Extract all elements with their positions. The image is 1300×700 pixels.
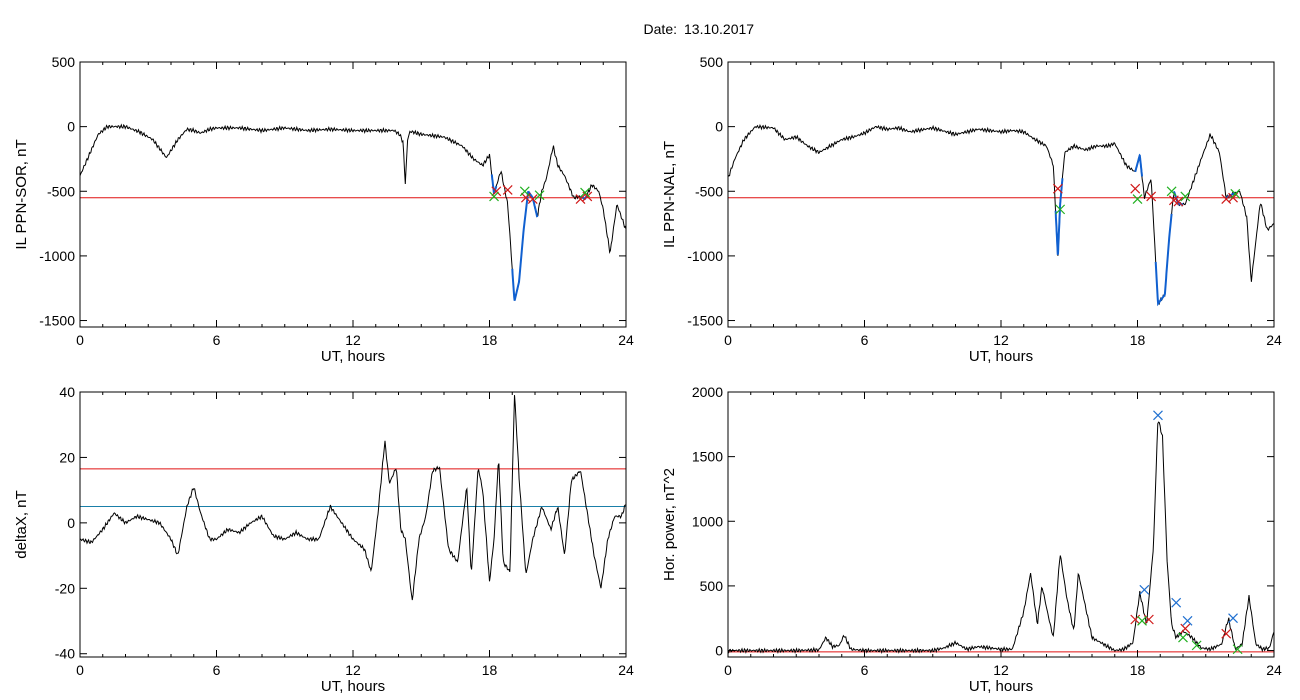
- marker-red: [1221, 628, 1232, 639]
- x-tick-label: 6: [213, 332, 221, 348]
- x-tick-label: 24: [618, 662, 634, 678]
- date-value: 13.10.2017: [684, 21, 754, 37]
- y-axis-label: IL PPN-NAL, nT: [661, 141, 678, 248]
- y-axis-label: Hor. power, nT^2: [661, 468, 678, 581]
- marker-blue: [1139, 584, 1150, 595]
- x-axis-label: UT, hours: [321, 678, 385, 695]
- marker-red: [491, 186, 502, 197]
- y-tick-label: 0: [715, 643, 723, 659]
- marker-green: [519, 186, 530, 197]
- y-axis-label: IL PPN-SOR, nT: [13, 139, 30, 249]
- series-line: [728, 421, 1274, 655]
- y-tick-label: 500: [52, 54, 76, 70]
- y-tick-label: -500: [47, 183, 75, 199]
- marker-green: [1230, 188, 1241, 199]
- x-tick-label: 0: [76, 332, 84, 348]
- marker-green: [489, 191, 499, 202]
- y-tick-label: 2000: [692, 384, 723, 400]
- y-tick-label: -1500: [687, 313, 723, 329]
- x-tick-label: 24: [618, 332, 634, 348]
- series-line: [80, 395, 626, 601]
- x-axis-label: UT, hours: [321, 348, 385, 365]
- marker-green: [1166, 186, 1177, 197]
- y-tick-label: -1500: [39, 313, 75, 329]
- plot-frame: [79, 391, 627, 658]
- marker-green: [1055, 204, 1066, 215]
- marker-green: [1180, 191, 1191, 202]
- x-tick-label: 0: [724, 332, 732, 348]
- marker-red: [502, 185, 513, 195]
- marker-red: [1130, 183, 1141, 194]
- plot-frame: [727, 61, 1275, 328]
- marker-red: [1173, 196, 1184, 207]
- marker-red: [1052, 183, 1063, 194]
- x-axis-label: UT, hours: [969, 678, 1033, 695]
- y-tick-label: 1500: [692, 449, 723, 465]
- marker-red: [575, 194, 586, 204]
- x-tick-label: 18: [482, 332, 498, 348]
- y-tick-label: 0: [67, 515, 75, 531]
- x-tick-label: 6: [861, 332, 869, 348]
- marker-green: [1137, 615, 1147, 626]
- marker-green: [1191, 640, 1202, 651]
- x-axis-label: UT, hours: [969, 348, 1033, 365]
- x-tick-label: 6: [213, 662, 221, 678]
- y-tick-label: -20: [55, 580, 75, 596]
- chart-panel-nal: 0 6 12 18 24 500 0 -500 -1000 -1500 UT, hours IL PP…: [661, 54, 1282, 365]
- x-tick-label: 6: [861, 662, 869, 678]
- y-tick-label: -1000: [687, 248, 723, 264]
- series-line: [728, 123, 1274, 306]
- y-axis-label: deltaX, nT: [13, 490, 30, 558]
- x-tick-label: 12: [993, 332, 1009, 348]
- x-tick-label: 12: [993, 662, 1009, 678]
- y-tick-label: 500: [700, 54, 724, 70]
- y-tick-label: 1000: [692, 513, 723, 529]
- chart-panel-sor: 0 6 12 18 24 500 0 -500 -1000 -1500 UT, hours IL PP…: [13, 54, 634, 365]
- marker-red: [1146, 191, 1157, 202]
- marker-red: [527, 194, 538, 204]
- y-tick-label: 0: [715, 119, 723, 135]
- y-tick-label: 40: [59, 384, 75, 400]
- y-tick-label: 20: [59, 449, 75, 465]
- chart-panel-hor-power: 0 6 12 18 24 2000 1500 1000 500 0 UT, hours Hor. po…: [661, 384, 1282, 695]
- x-tick-label: 0: [76, 662, 84, 678]
- x-tick-label: 18: [482, 662, 498, 678]
- x-tick-label: 24: [1266, 662, 1282, 678]
- x-tick-label: 12: [345, 662, 361, 678]
- x-tick-label: 12: [345, 332, 361, 348]
- marker-blue: [1153, 410, 1163, 421]
- marker-blue: [1182, 615, 1193, 626]
- marker-green: [1132, 194, 1143, 204]
- x-tick-label: 0: [724, 662, 732, 678]
- y-tick-label: 0: [67, 119, 75, 135]
- marker-blue: [1171, 597, 1182, 608]
- event-segment: [511, 191, 530, 301]
- x-tick-label: 18: [1130, 662, 1146, 678]
- date-label: Date:: [644, 21, 677, 37]
- plot-frame: [79, 61, 627, 328]
- marker-green: [580, 187, 590, 198]
- x-tick-label: 24: [1266, 332, 1282, 348]
- marker-green: [1178, 632, 1188, 643]
- y-tick-label: -1000: [39, 248, 75, 264]
- marker-green: [534, 190, 545, 201]
- marker-blue: [1228, 613, 1238, 624]
- y-tick-label: -500: [695, 183, 723, 199]
- x-tick-label: 18: [1130, 332, 1146, 348]
- chart-panel-deltax: 0 6 12 18 24 40 20 0 -20 -40 UT, hours deltaX, nT: [13, 384, 634, 695]
- y-tick-label: -40: [55, 646, 75, 662]
- y-tick-label: 500: [700, 578, 724, 594]
- event-segment: [1134, 153, 1143, 177]
- marker-red: [1180, 623, 1191, 634]
- plot-frame: [727, 391, 1275, 658]
- marker-green: [1232, 644, 1243, 655]
- series-line: [80, 123, 626, 301]
- event-segment: [1154, 213, 1173, 307]
